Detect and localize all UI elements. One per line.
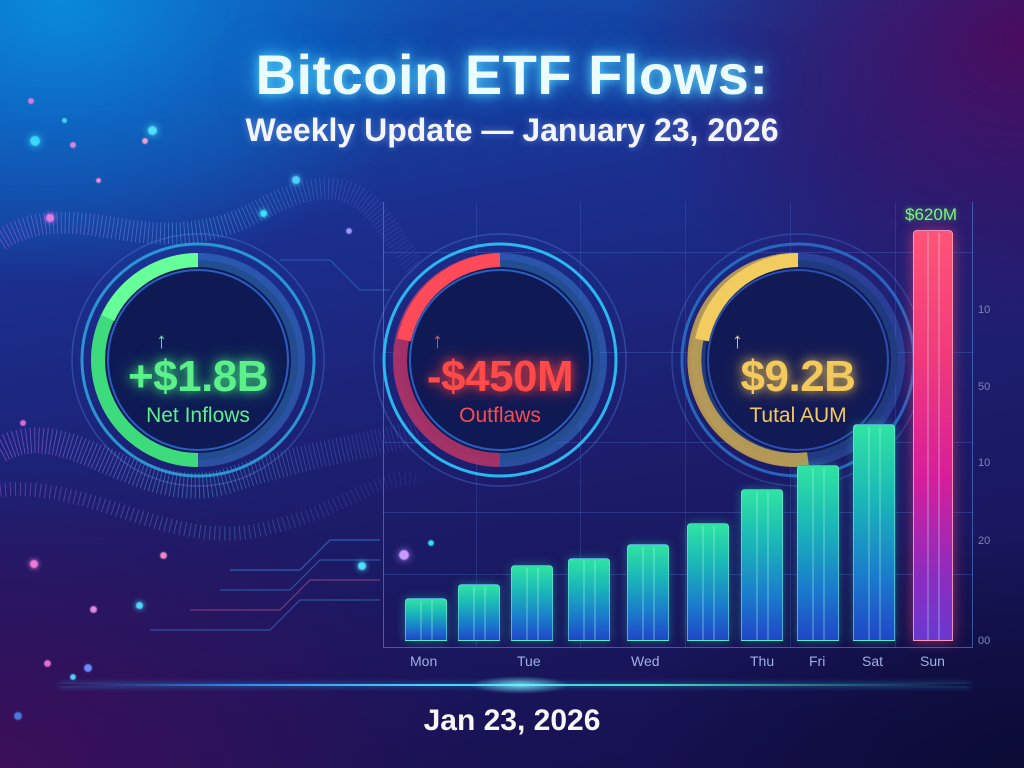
metric-value: -$450M [426, 352, 574, 401]
metric-label: Net Inflows [146, 404, 250, 427]
up-arrow-icon: ↑ [732, 328, 743, 353]
x-axis-label: Tue [517, 653, 541, 669]
metric-value: +$1.8B [127, 352, 269, 401]
footer-date: Jan 23, 2026 [423, 704, 601, 737]
y-axis-tick: 10 [978, 457, 991, 469]
x-axis-label: Sun [920, 653, 945, 669]
x-axis-label: Fri [809, 653, 826, 669]
y-axis-tick: 50 [978, 381, 991, 393]
grid-line [580, 202, 581, 648]
y-axis-tick: 20 [978, 535, 991, 547]
bar [458, 584, 500, 641]
bar-peak [913, 230, 953, 641]
metric-value: $9.2B [740, 352, 856, 401]
metric-label: Tutal AUM [749, 404, 847, 427]
grid-line [383, 442, 973, 443]
peak-value-label: $620M [905, 205, 957, 224]
bar [741, 489, 783, 641]
up-arrow-icon: ↑ [156, 328, 167, 353]
gauge-ring-icon [71, 233, 325, 487]
grid-line [383, 352, 973, 353]
bar [853, 424, 895, 641]
x-axis-label: Mon [410, 653, 438, 669]
glow-divider-highlight [470, 676, 570, 694]
bar [405, 598, 447, 641]
bar [627, 544, 669, 641]
metric-outflows: ↑ -$450M Outflaws [370, 230, 630, 490]
grid-line [685, 202, 686, 648]
gauge-ring-icon [373, 233, 627, 487]
y-axis-tick: 10 [978, 304, 991, 316]
grid-line [383, 252, 973, 253]
page-subtitle: Weekly Update — January 23, 2026 [245, 112, 779, 148]
y-axis-tick: 00 [978, 635, 991, 647]
bar [687, 523, 729, 641]
x-axis-label: Sat [862, 653, 884, 669]
metric-label: Outflaws [459, 404, 541, 427]
chart-frame [383, 202, 973, 648]
bar [797, 465, 839, 641]
x-axis-label: Wed [631, 653, 660, 669]
bar [511, 565, 553, 641]
metric-net-inflows: ↑ +$1.8B Net Inflows [68, 230, 328, 490]
bar [568, 558, 610, 641]
page-title: Bitcoin ETF Flows: [255, 43, 769, 106]
grid-line [383, 574, 973, 575]
up-arrow-icon: ↑ [432, 328, 443, 353]
grid-line [383, 512, 973, 513]
x-axis-label: Thu [750, 653, 775, 669]
